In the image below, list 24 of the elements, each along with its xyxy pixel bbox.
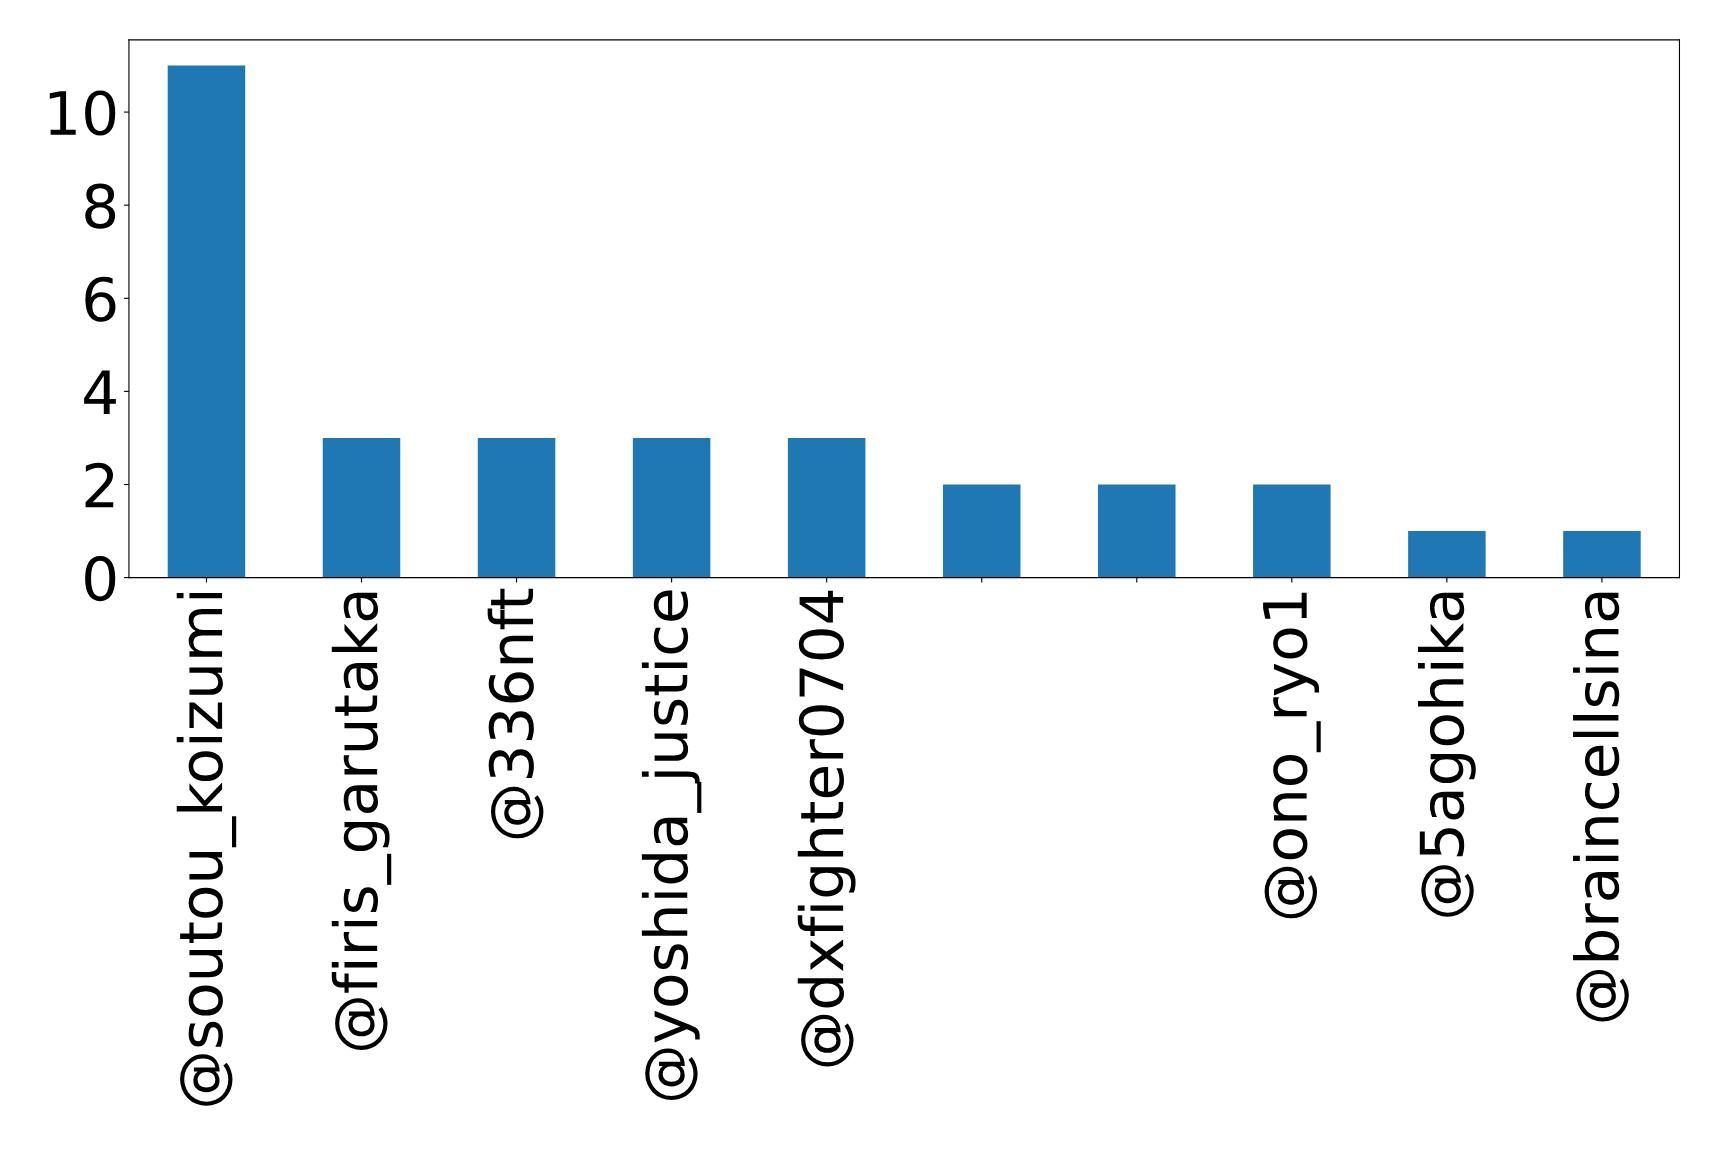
y-tick-label: 10 [49,90,116,136]
bar [1098,484,1176,578]
bar [1253,484,1331,578]
bar [942,484,1021,578]
bar [1408,531,1486,578]
x-tick-label: @dxfighter0704 [797,590,856,1067]
bar [632,437,711,578]
x-tick-label: @firis_garutaka [331,592,392,1050]
bar [167,65,246,578]
y-tick-label: 6 [85,276,116,322]
bar [787,437,866,578]
bar [477,437,556,578]
x-tick-label: @braincellsina [1573,592,1629,1022]
x-tick-label: @soutou_koizumi [176,592,237,1106]
y-tick-label: 8 [85,183,116,229]
x-tick-label: @5agohika [1417,592,1476,917]
y-tick-label: 4 [84,370,116,415]
bar [322,437,401,578]
x-tick-label: @ono_ryo1 [1263,592,1321,919]
bar [1563,531,1641,578]
y-tick-label: 0 [85,555,116,602]
y-tick-label: 2 [85,462,114,508]
x-tick-label: @yoshida_justice [641,590,702,1101]
x-tick-label: @336nft [487,588,544,839]
